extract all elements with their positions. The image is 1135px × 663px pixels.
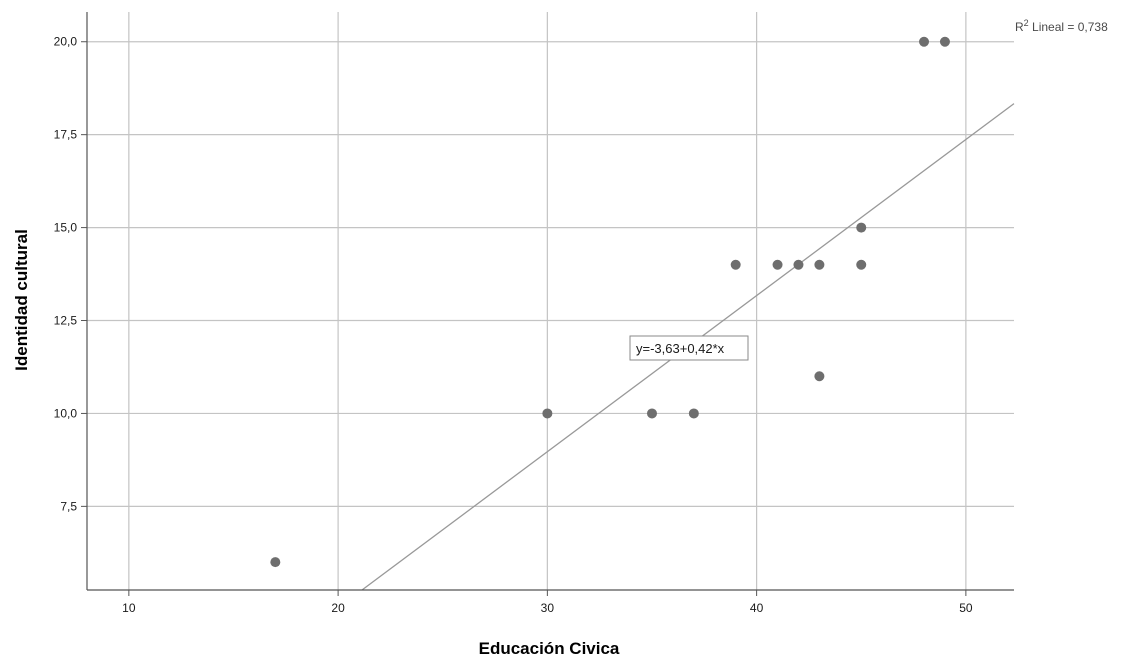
y-axis-title: Identidad cultural [12,229,31,371]
axis-layer [81,12,1014,596]
data-point [688,408,699,419]
r2-label: R2 Lineal = 0,738 [1015,18,1108,34]
data-point [814,259,825,270]
x-tick-label: 20 [331,601,345,615]
x-tick-label: 30 [541,601,555,615]
data-point [730,259,741,270]
y-tick-labels: 7,5 10,0 12,5 15,0 17,5 20,0 [54,35,78,514]
data-point [939,36,950,47]
equation-text: y=-3,63+0,42*x [636,341,725,356]
data-point [814,371,825,382]
data-point [646,408,657,419]
grid-layer [87,12,1014,590]
data-point [856,259,867,270]
x-axis-title: Educación Civica [479,639,620,658]
data-point [772,259,783,270]
equation-box [629,335,749,361]
y-tick-label: 12,5 [54,314,78,328]
y-tick-label: 7,5 [60,499,77,513]
y-tick-label: 20,0 [54,35,78,49]
equation-label: y=-3,63+0,42*x [629,335,749,361]
x-tick-label: 50 [959,601,973,615]
x-tick-label: 40 [750,601,764,615]
data-point [270,557,281,568]
y-tick-label: 10,0 [54,406,78,420]
data-point [793,259,804,270]
x-tick-labels: 10 20 30 40 50 [122,601,973,615]
y-tick-label: 15,0 [54,221,78,235]
point-layer [270,36,950,568]
y-tick-label: 17,5 [54,128,78,142]
data-point [919,36,930,47]
x-tick-label: 10 [122,601,136,615]
data-point [542,408,553,419]
data-point [856,222,867,233]
